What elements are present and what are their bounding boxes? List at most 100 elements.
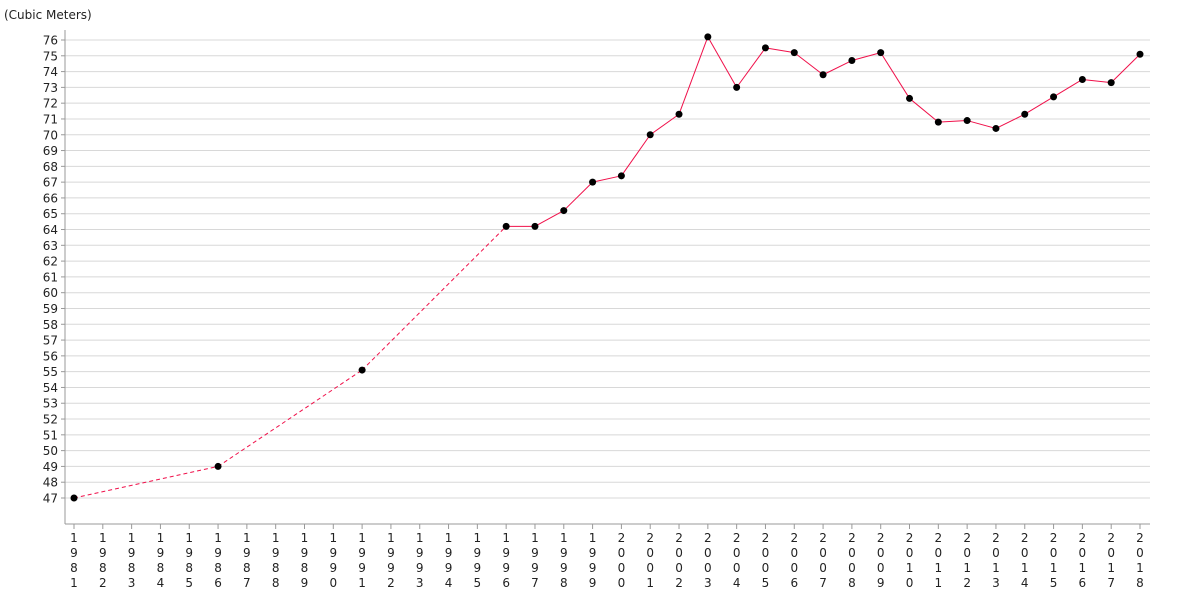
series-line-segment <box>736 47 766 88</box>
y-tick-label: 47 <box>43 492 58 506</box>
series-line-segment <box>534 210 565 227</box>
y-tick-label: 63 <box>43 239 58 253</box>
y-tick-label: 56 <box>43 349 58 363</box>
series-line-segment <box>822 60 853 76</box>
series-line-segment <box>851 52 881 62</box>
data-point <box>790 49 798 57</box>
y-tick-label: 57 <box>43 334 58 348</box>
y-tick-label: 61 <box>43 270 58 284</box>
y-tick-label: 48 <box>43 476 58 490</box>
data-point <box>1136 50 1144 58</box>
data-point <box>877 49 885 57</box>
data-point <box>906 94 914 102</box>
y-tick-label: 70 <box>43 128 58 142</box>
y-tick-label: 60 <box>43 286 58 300</box>
y-tick-label: 65 <box>43 207 58 221</box>
data-point <box>646 131 654 139</box>
data-point <box>617 172 625 180</box>
y-tick-label: 58 <box>43 318 58 332</box>
y-axis-unit-label: (Cubic Meters) <box>4 8 92 22</box>
data-point <box>963 117 971 125</box>
y-tick-label: 62 <box>43 255 58 269</box>
series-line-segment <box>649 113 680 136</box>
series-line-segment <box>1082 78 1112 84</box>
data-point <box>675 110 683 118</box>
y-tick-label: 54 <box>43 381 58 395</box>
data-point <box>733 83 741 91</box>
series-line-segment <box>967 120 997 129</box>
series-line-segment <box>73 465 219 499</box>
y-tick-label: 69 <box>43 144 58 158</box>
data-point <box>1050 93 1058 101</box>
y-tick-label: 51 <box>43 428 58 442</box>
series-line-segment <box>995 113 1025 129</box>
data-point <box>531 222 539 230</box>
y-tick-label: 74 <box>43 65 58 79</box>
y-tick-label: 67 <box>43 176 58 190</box>
y-tick-label: 68 <box>43 160 58 174</box>
data-point <box>214 462 222 470</box>
y-tick-label: 59 <box>43 302 58 316</box>
y-tick-label: 72 <box>43 97 58 111</box>
series-line-segment <box>793 52 824 76</box>
y-tick-label: 50 <box>43 444 58 458</box>
y-tick-label: 66 <box>43 191 58 205</box>
y-tick-label: 64 <box>43 223 58 237</box>
y-tick-label: 53 <box>43 397 58 411</box>
data-point <box>704 33 712 41</box>
series-line-segment <box>620 134 651 177</box>
series-line-segment <box>217 369 363 467</box>
data-point <box>70 494 78 502</box>
data-point <box>819 71 827 79</box>
data-point <box>848 57 856 65</box>
series-line-segment <box>361 226 507 371</box>
y-tick-label: 76 <box>43 34 58 48</box>
series-line-segment <box>563 181 593 211</box>
series-line-segment <box>1110 53 1141 83</box>
y-tick-label: 55 <box>43 365 58 379</box>
series-line-segment <box>909 98 939 123</box>
data-point <box>589 178 597 186</box>
y-tick-label: 52 <box>43 413 58 427</box>
data-point <box>1107 79 1115 87</box>
data-point <box>560 207 568 215</box>
data-point <box>761 44 769 52</box>
y-tick-label: 73 <box>43 81 58 95</box>
y-tick-label: 75 <box>43 49 58 63</box>
data-point <box>1021 110 1029 118</box>
data-point <box>358 366 366 374</box>
